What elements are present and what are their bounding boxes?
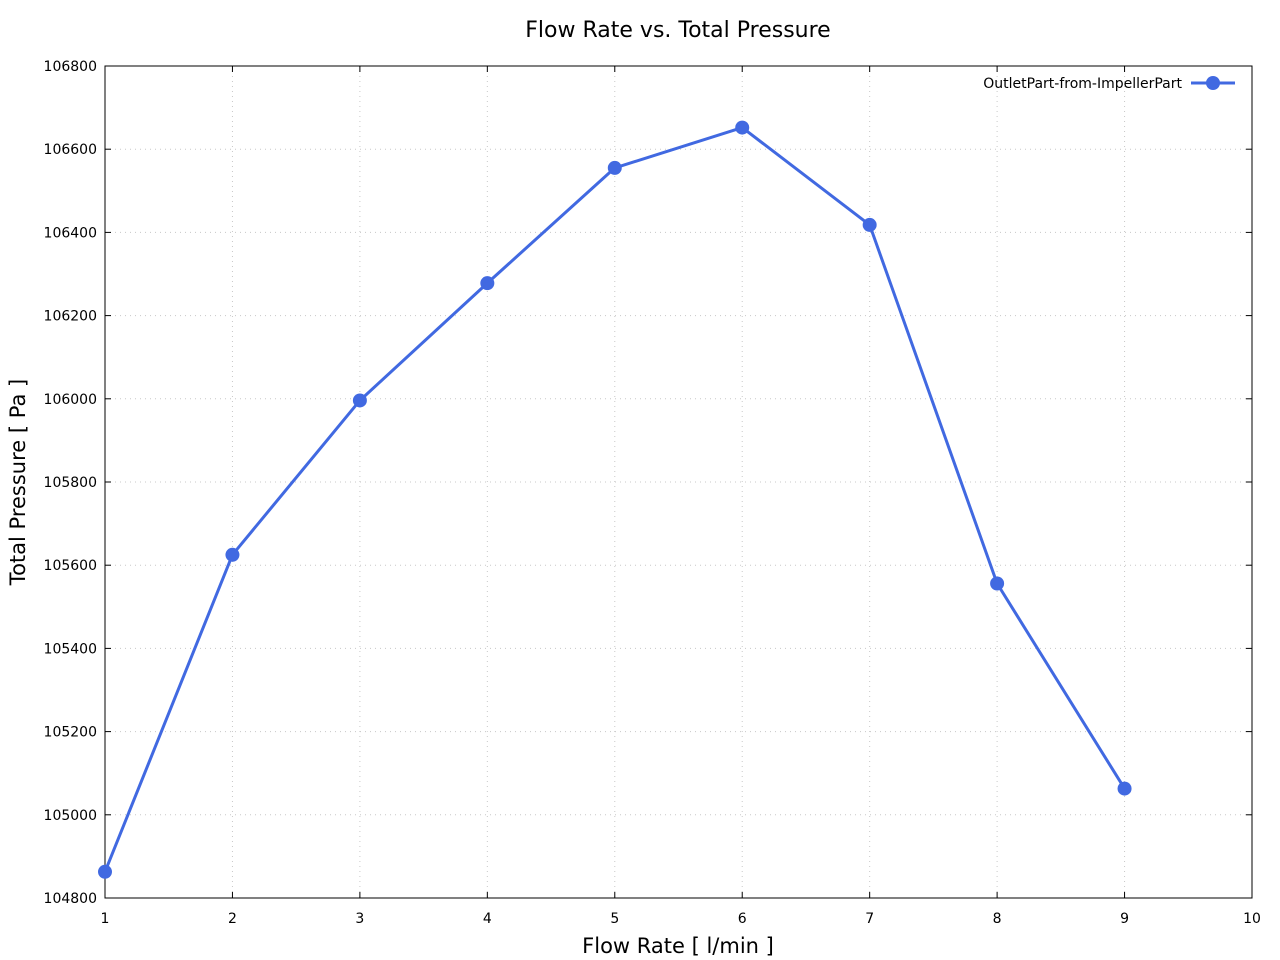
data-point [990,576,1005,591]
data-point [352,393,367,408]
x-tick-label: 3 [355,911,364,927]
data-point [225,547,240,562]
y-axis-label: Total Pressure [ Pa ] [6,379,30,586]
y-tick-label: 106200 [44,309,97,325]
y-tick-label: 106400 [44,225,97,241]
y-tick-label: 104800 [44,891,97,907]
data-point [98,864,112,879]
chart-title: Flow Rate vs. Total Pressure [525,18,830,43]
x-tick-label: 7 [865,911,874,927]
legend-marker [1206,76,1220,90]
x-tick-label: 4 [483,911,492,927]
y-tick-label: 105800 [44,475,97,491]
x-tick-label: 8 [993,911,1002,927]
x-tick-label: 6 [738,911,747,927]
y-tick-label: 105000 [44,808,97,824]
grid-lines [105,66,1252,898]
x-tick-label: 9 [1120,911,1129,927]
data-point [862,217,877,232]
data-point [480,276,495,291]
x-tick-label: 10 [1243,911,1261,927]
y-tick-label: 105600 [44,558,97,574]
legend-label: OutletPart-from-ImpellerPart [983,76,1182,92]
x-axis-label: Flow Rate [ l/min ] [582,934,774,958]
x-tick-label: 2 [228,911,237,927]
y-tick-label: 106800 [44,59,97,75]
data-point [735,120,750,135]
data-point [607,160,622,175]
series-layer [98,120,1132,879]
legend: OutletPart-from-ImpellerPart [983,76,1235,92]
y-tick-label: 105200 [44,725,97,741]
x-tick-label: 1 [101,911,110,927]
plot-area-border [104,65,1253,899]
series-line [103,126,1126,873]
y-tick-label: 105400 [44,641,97,657]
y-tick-label: 106000 [44,392,97,408]
data-point [1117,781,1132,796]
axes: 1 2 3 4 5 6 7 8 9 10 104800 105000 105200 105400 10560… [44,59,1261,927]
x-tick-label: 5 [610,911,619,927]
y-tick-label: 106600 [44,142,97,158]
